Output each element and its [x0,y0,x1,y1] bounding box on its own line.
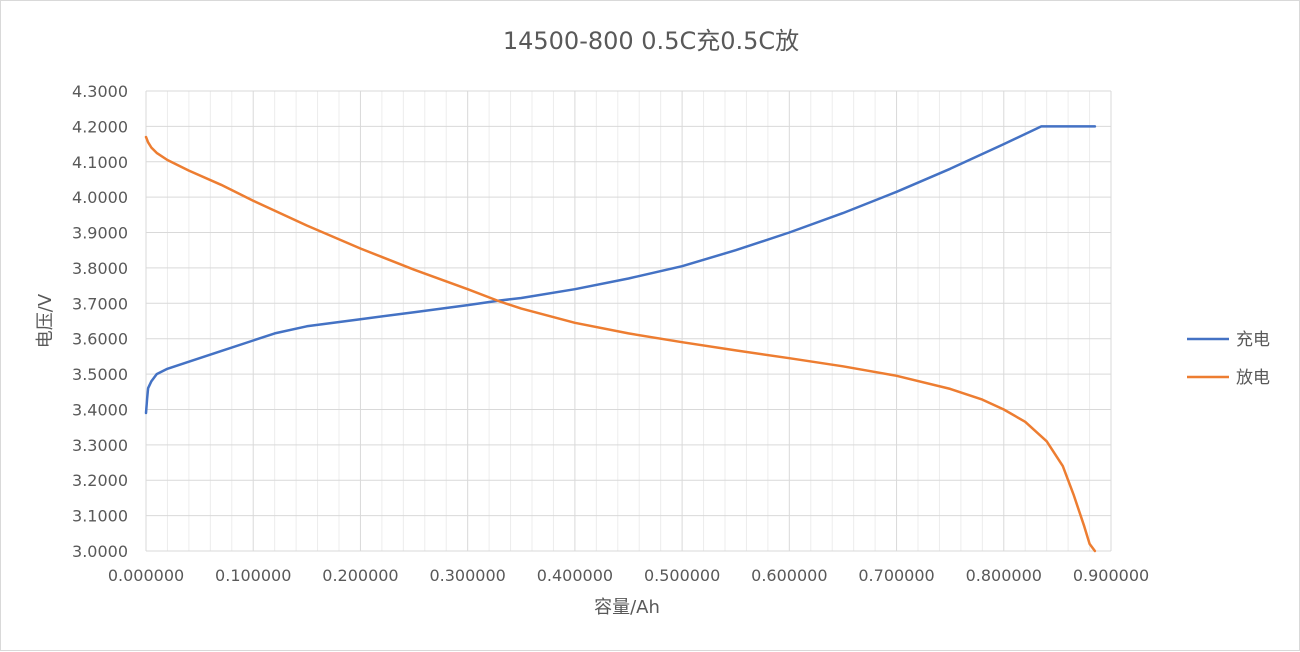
y-axis-ticks: 3.0000 3.1000 3.2000 3.3000 3.4000 3.5000 3.60… [72,82,128,561]
series-line-0 [144,125,1097,415]
legend-label: 充电 [1236,330,1270,350]
y-tick-label: 3.8000 [72,259,128,278]
y-tick-label: 4.0000 [72,188,128,207]
y-tick-label: 3.3000 [72,436,128,455]
x-tick-label: 0.600000 [751,566,827,585]
y-tick-label: 3.1000 [72,507,128,526]
x-tick-label: 0.300000 [429,566,505,585]
y-tick-label: 4.3000 [72,82,128,101]
x-tick-label: 0.400000 [537,566,613,585]
series-line-1 [144,135,1097,553]
y-tick-label: 3.0000 [72,542,128,561]
legend-label: 放电 [1236,368,1270,388]
y-axis-title: 电压/V [35,293,56,348]
chart-title: 14500-800 0.5C充0.5C放 [503,27,799,55]
y-tick-label: 3.6000 [72,330,128,349]
x-tick-label: 0.800000 [966,566,1042,585]
x-tick-label: 0.900000 [1073,566,1149,585]
x-tick-label: 0.100000 [215,566,291,585]
x-tick-label: 0.500000 [644,566,720,585]
x-axis-ticks: 0.000000 0.100000 0.200000 0.300000 0.400000… [108,566,1149,585]
y-tick-label: 3.7000 [72,294,128,313]
x-tick-label: 0.000000 [108,566,184,585]
y-tick-label: 4.1000 [72,153,128,172]
y-tick-label: 4.2000 [72,117,128,136]
y-tick-label: 3.5000 [72,365,128,384]
y-tick-label: 3.2000 [72,471,128,490]
grid [145,90,1112,552]
series-group [144,125,1097,553]
y-tick-label: 3.4000 [72,400,128,419]
x-axis-title: 容量/Ah [594,597,660,618]
x-tick-label: 0.700000 [858,566,934,585]
x-tick-label: 0.200000 [322,566,398,585]
y-tick-label: 3.9000 [72,224,128,243]
